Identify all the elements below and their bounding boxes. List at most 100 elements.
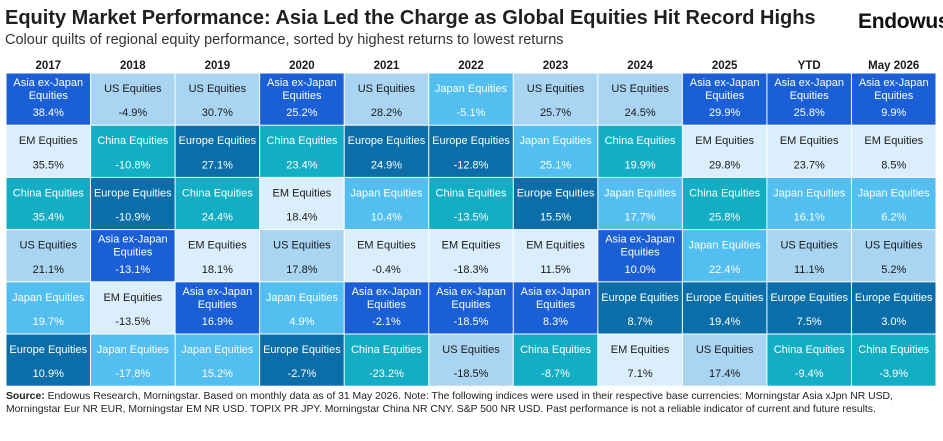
cell-return-value: 29.8% — [709, 159, 740, 171]
cell-index-name: US Equities — [273, 240, 331, 252]
cell-index-name: Equities — [874, 90, 914, 102]
quilt-cell: EM Equities 7.1% — [598, 334, 682, 386]
cell-block — [344, 73, 429, 125]
cell-return-value: -8.7% — [541, 368, 570, 380]
cell-index-name: US Equities — [780, 240, 838, 252]
cell-return-value: 16.1% — [794, 212, 825, 224]
cell-block — [513, 73, 598, 125]
cell-index-name: Equities — [790, 90, 830, 102]
cell-block — [682, 282, 767, 334]
quilt-cell: Europe Equities -2.7% — [260, 334, 344, 386]
quilt-cell: EM Equities 23.7% — [767, 125, 851, 177]
cell-return-value: 25.1% — [540, 159, 571, 171]
quilt-cell: Europe Equities -12.8% — [429, 125, 513, 177]
cell-return-value: 11.1% — [794, 264, 825, 276]
cell-return-value: 15.5% — [540, 212, 571, 224]
cell-return-value: -0.4% — [372, 264, 401, 276]
quilt-cell: EM Equities 35.5% — [6, 125, 91, 177]
cell-index-name: Europe Equities — [263, 344, 341, 356]
cell-index-name: China Equities — [351, 344, 422, 356]
cell-return-value: 38.4% — [33, 107, 64, 119]
cell-block — [598, 125, 682, 177]
cell-return-value: 19.7% — [33, 316, 64, 328]
quilt-cell: US Equities 11.1% — [767, 230, 851, 282]
cell-return-value: 17.7% — [624, 212, 655, 224]
cell-return-value: -2.1% — [372, 316, 401, 328]
cell-index-name: Japan Equities — [12, 292, 85, 304]
cell-block — [175, 73, 260, 125]
cell-return-value: 11.5% — [540, 264, 571, 276]
quilt-cell: Japan Equities 17.7% — [598, 177, 682, 230]
cell-block — [260, 334, 344, 386]
cell-return-value: -17.8% — [115, 368, 150, 380]
column-header: 2023 — [543, 60, 569, 72]
cell-index-name: EM Equities — [526, 240, 585, 252]
cell-block — [6, 125, 91, 177]
cell-index-name: EM Equities — [864, 135, 923, 147]
quilt-cell: Europe Equities 19.4% — [682, 282, 767, 334]
cell-return-value: 17.8% — [286, 264, 317, 276]
cell-return-value: 7.1% — [628, 368, 653, 380]
quilt-cell: China Equities 23.4% — [260, 125, 344, 177]
cell-return-value: 10.9% — [33, 368, 64, 380]
cell-index-name: Asia ex-Japan — [521, 286, 591, 298]
quilt-cell: EM Equities 8.5% — [851, 125, 936, 177]
cell-return-value: 35.5% — [33, 159, 64, 171]
cell-index-name: China Equities — [97, 135, 168, 147]
cell-index-name: EM Equities — [19, 135, 78, 147]
source-label: Source: — [6, 391, 45, 402]
column-header: 2019 — [205, 60, 231, 72]
quilt-cell: Japan Equities 6.2% — [851, 177, 936, 230]
cell-block — [6, 230, 91, 282]
quilt-cell: US Equities 30.7% — [175, 73, 260, 125]
cell-block — [6, 282, 91, 334]
cell-return-value: -4.9% — [118, 107, 147, 119]
cell-index-name: Asia ex-Japan — [605, 234, 675, 246]
quilt-cell: China Equities -3.9% — [851, 334, 936, 386]
quilt-cell: China Equities -10.8% — [91, 125, 175, 177]
cell-block — [682, 73, 767, 125]
cell-block — [513, 282, 598, 334]
chart-subtitle: Colour quilts of regional equity perform… — [5, 32, 564, 48]
cell-block — [851, 125, 936, 177]
cell-index-name: Asia ex-Japan — [183, 286, 253, 298]
cell-block — [344, 334, 429, 386]
cell-return-value: 25.8% — [794, 107, 825, 119]
cell-index-name: Europe Equities — [855, 292, 933, 304]
cell-block — [851, 282, 936, 334]
cell-block — [260, 73, 344, 125]
cell-block — [429, 334, 513, 386]
cell-index-name: Equities — [536, 299, 576, 311]
cell-block — [429, 177, 513, 230]
quilt-cell: US Equities 21.1% — [6, 230, 91, 282]
quilt-cell: China Equities -8.7% — [513, 334, 598, 386]
quilt-cell: Europe Equities -10.9% — [91, 177, 175, 230]
cell-index-name: Japan Equities — [604, 187, 677, 199]
cell-index-name: China Equities — [774, 344, 845, 356]
cell-index-name: Asia ex-Japan — [267, 77, 337, 89]
quilt-cell: EM Equities -18.3% — [429, 230, 513, 282]
cell-return-value: 8.7% — [628, 316, 653, 328]
cell-return-value: 15.2% — [202, 368, 233, 380]
cell-block — [6, 334, 91, 386]
cell-return-value: 24.4% — [202, 212, 233, 224]
cell-index-name: China Equities — [266, 135, 337, 147]
cell-index-name: US Equities — [189, 83, 247, 95]
quilt-cell: EM Equities -0.4% — [344, 230, 429, 282]
cell-return-value: 8.3% — [543, 316, 568, 328]
cell-return-value: 18.1% — [202, 264, 233, 276]
cell-block — [682, 230, 767, 282]
quilt-cell: Europe Equities 3.0% — [851, 282, 936, 334]
cell-block — [429, 73, 513, 125]
cell-index-name: US Equities — [442, 344, 500, 356]
cell-index-name: Europe Equities — [348, 135, 426, 147]
cell-index-name: Europe Equities — [9, 344, 87, 356]
cell-index-name: Equities — [282, 90, 322, 102]
cell-block — [91, 230, 175, 282]
cell-index-name: China Equities — [436, 187, 507, 199]
cell-index-name: Europe Equities — [179, 135, 257, 147]
